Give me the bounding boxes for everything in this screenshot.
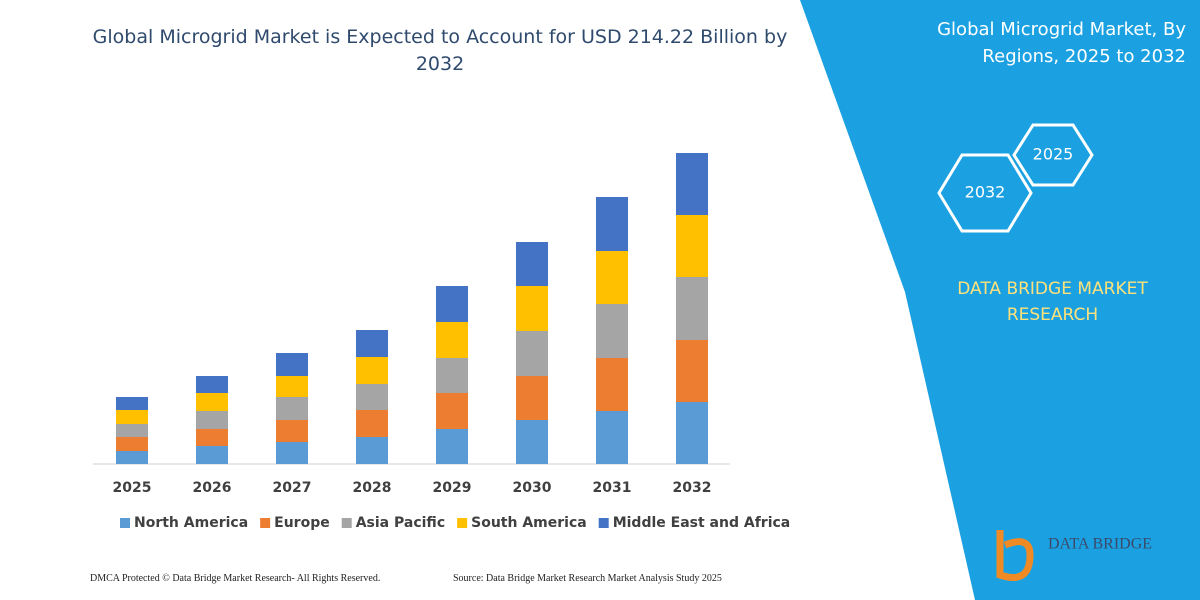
bar-segment: [596, 251, 628, 304]
legend-label: Asia Pacific: [356, 515, 445, 531]
bar-segment: [356, 437, 388, 464]
hexagon-label: 2025: [1033, 145, 1074, 164]
legend-swatch: [260, 518, 271, 528]
bar-segment: [596, 358, 628, 411]
legend-label: Europe: [274, 515, 330, 531]
bar-segment: [356, 384, 388, 410]
bar-segment: [276, 420, 308, 442]
bar-segment: [276, 376, 308, 397]
legend-label: Middle East and Africa: [613, 515, 791, 531]
bar-segment: [436, 322, 468, 358]
panel-title: Global Microgrid Market, By Regions, 202…: [937, 19, 1186, 67]
bar-segment: [676, 402, 708, 464]
bar-segment: [516, 286, 548, 331]
bar-segment: [436, 286, 468, 322]
legend-swatch: [120, 518, 130, 528]
footer-right: Source: Data Bridge Market Research Mark…: [453, 573, 722, 584]
x-tick-label: 2031: [593, 480, 632, 496]
legend-swatch: [598, 518, 609, 528]
bar-segment: [436, 393, 468, 429]
bar-segment: [196, 429, 228, 446]
bar-segment: [356, 357, 388, 384]
bar-segment: [196, 446, 228, 464]
x-tick-label: 2029: [433, 480, 472, 496]
legend-label: North America: [134, 515, 248, 531]
hexagon: [937, 153, 1033, 233]
chart-title: Global Microgrid Market is Expected to A…: [92, 26, 788, 75]
x-tick-label: 2030: [513, 480, 552, 496]
footer-left: DMCA Protected © Data Bridge Market Rese…: [90, 573, 381, 584]
bar-segment: [516, 376, 548, 420]
bar-segment: [516, 331, 548, 376]
bar-segment: [436, 358, 468, 393]
bar-segment: [116, 424, 148, 437]
bar-segment: [196, 376, 228, 393]
bar-segment: [596, 411, 628, 464]
bar-segment: [116, 437, 148, 451]
brand: DATA BRIDGE MARKET RESEARCH: [957, 279, 1148, 325]
bar-segment: [276, 397, 308, 420]
bar-segment: [356, 330, 388, 357]
logo-text: DATA BRIDGE: [1048, 536, 1152, 553]
bar-segment: [356, 410, 388, 437]
x-tick-label: 2027: [273, 480, 312, 496]
hexagon-label: 2032: [965, 183, 1006, 202]
bar-segment: [596, 197, 628, 251]
x-tick-label: 2028: [353, 480, 392, 496]
bar-segment: [276, 353, 308, 376]
bar-segment: [196, 411, 228, 429]
bar-segment: [196, 393, 228, 411]
bar-segment: [436, 429, 468, 464]
bar-segment: [516, 420, 548, 464]
bar-segment: [116, 397, 148, 410]
side-panel: [800, 0, 1200, 600]
x-tick-label: 2026: [193, 480, 232, 496]
bar-segment: [676, 215, 708, 277]
bar-segment: [596, 304, 628, 358]
logo-icon: [996, 530, 1034, 581]
bar-segment: [276, 442, 308, 464]
bar-segment: [516, 242, 548, 286]
legend-swatch: [341, 518, 352, 528]
legend-swatch: [457, 518, 468, 528]
hexagon: [1012, 123, 1094, 187]
bar-segment: [676, 277, 708, 340]
bar-segment: [116, 451, 148, 464]
legend-label: South America: [471, 515, 587, 531]
x-tick-label: 2032: [673, 480, 712, 496]
bar-segment: [676, 153, 708, 215]
x-tick-label: 2025: [113, 480, 152, 496]
bar-segment: [676, 340, 708, 402]
bar-segment: [116, 410, 148, 424]
